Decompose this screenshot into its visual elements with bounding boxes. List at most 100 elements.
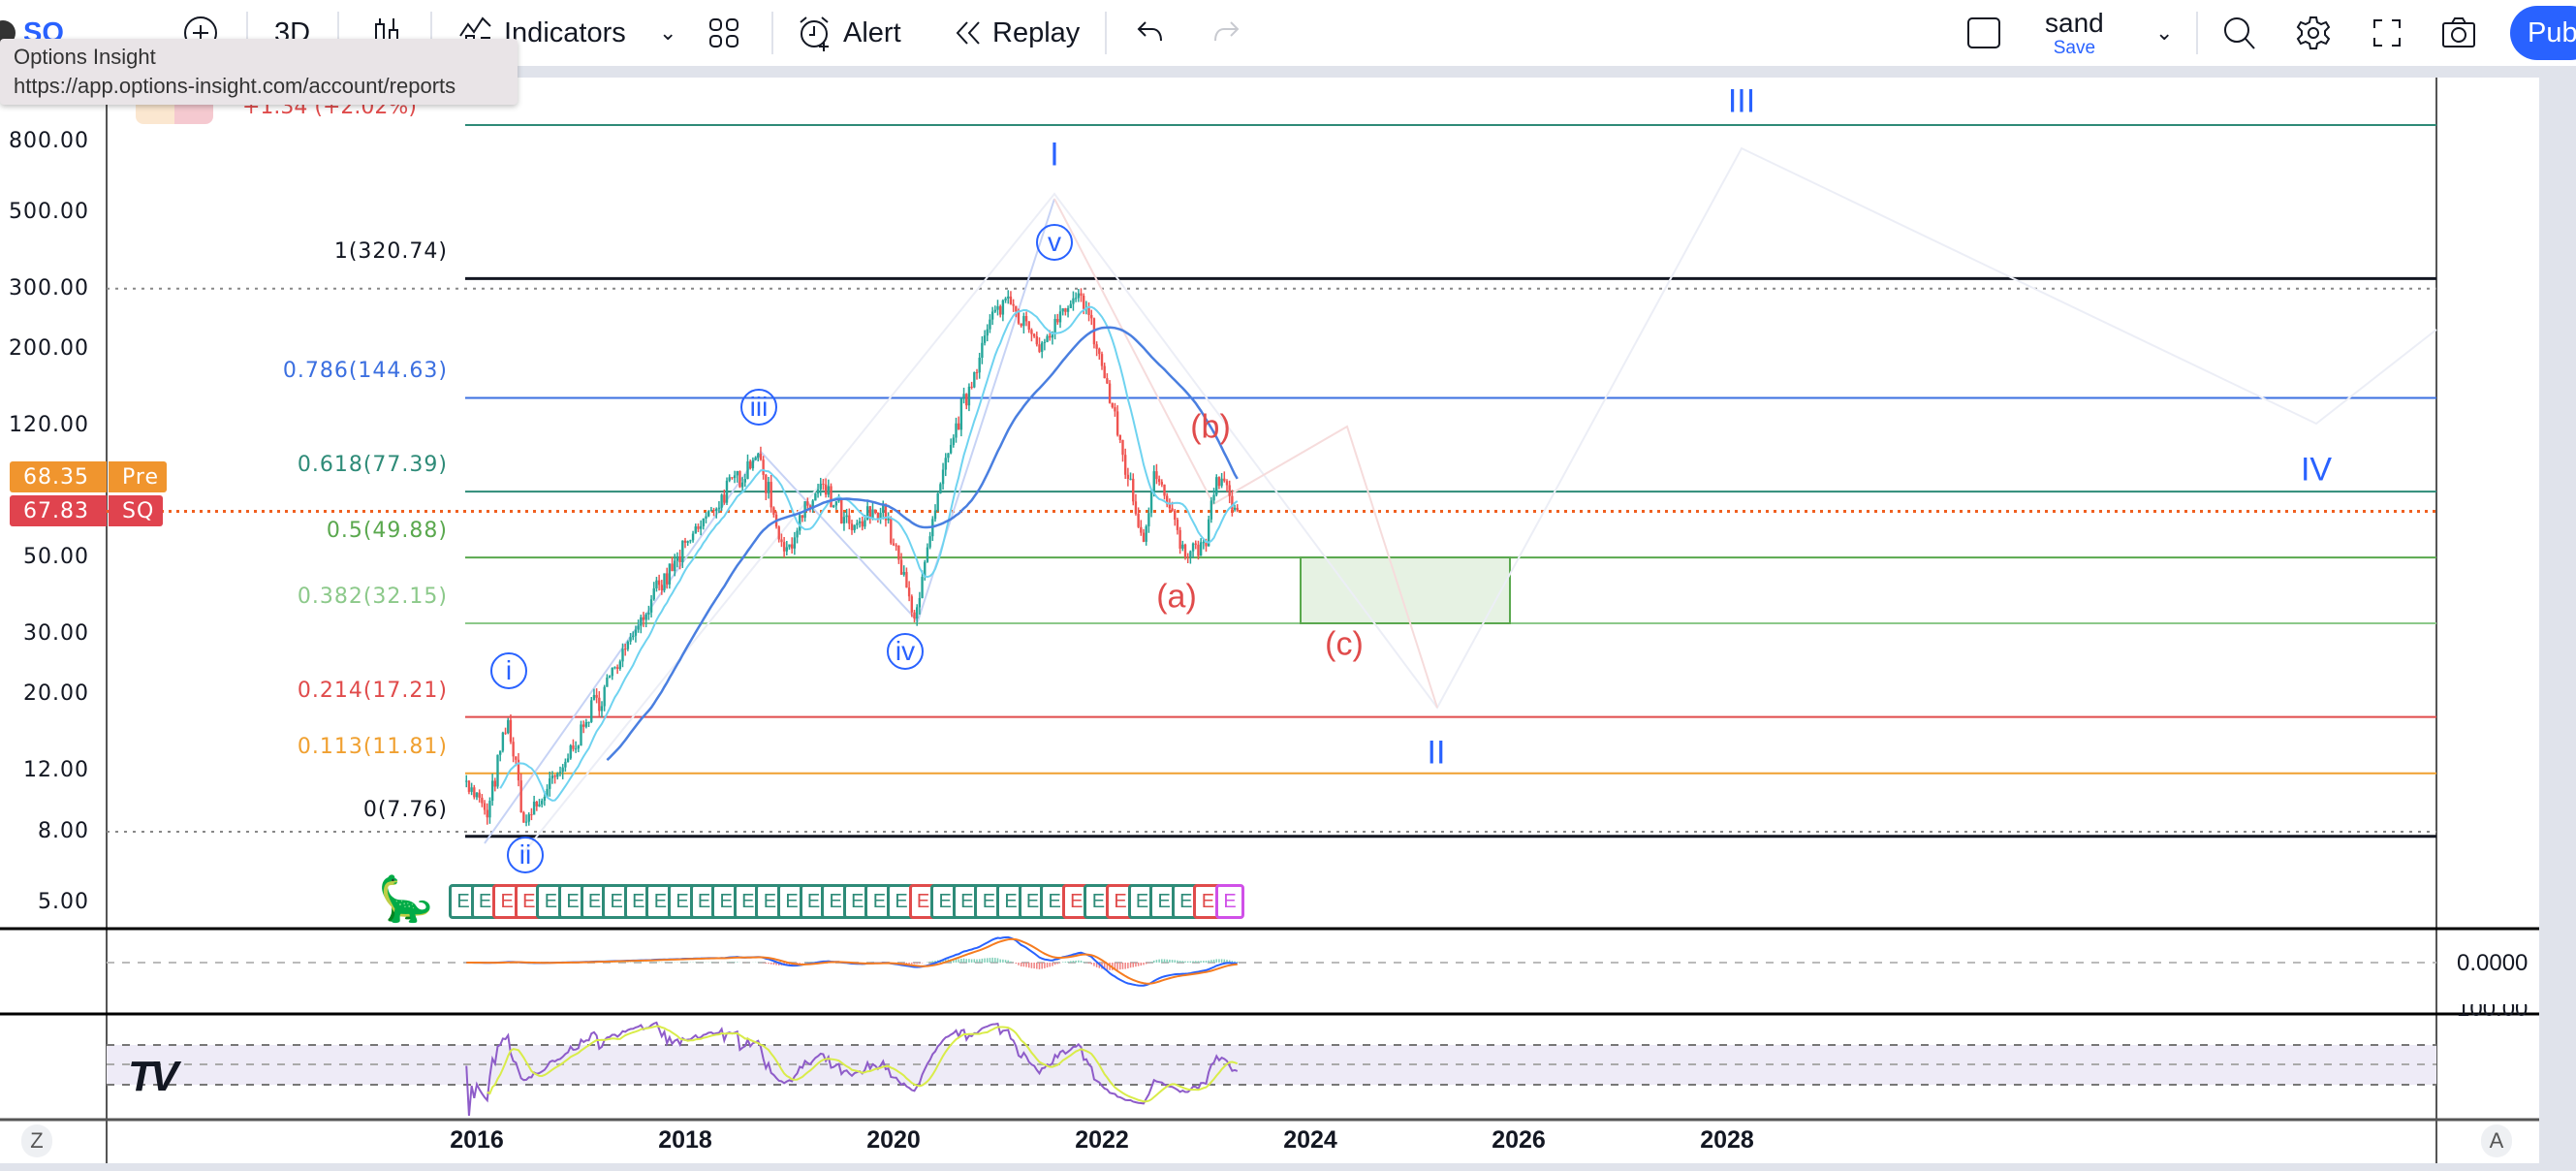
candle-body	[683, 540, 687, 543]
tooltip-url: https://app.options-insight.com/account/…	[14, 74, 456, 98]
alert-button[interactable]: Alert	[797, 0, 901, 66]
minor-wave-label[interactable]: ii	[507, 837, 544, 873]
corrective-wave-label[interactable]: (a)	[1156, 578, 1197, 616]
candle-body	[569, 745, 572, 759]
candle-body	[1072, 298, 1075, 304]
candle-body	[598, 697, 601, 712]
fib-level-label: 0.5(49.88)	[326, 519, 448, 544]
settings-button[interactable]	[2295, 0, 2332, 66]
candle-body	[1163, 484, 1166, 496]
log-scale-toggle[interactable]: Z	[21, 1124, 52, 1157]
candle-body	[1035, 335, 1039, 345]
candle-body	[1118, 434, 1122, 441]
candle-body	[973, 371, 976, 388]
fullscreen-button[interactable]	[2369, 0, 2405, 66]
candle-body	[647, 612, 650, 615]
fullscreen-icon	[2373, 19, 2401, 47]
candle-body	[845, 515, 848, 518]
candle-body	[731, 477, 734, 479]
minor-wave-label[interactable]: v	[1036, 224, 1073, 261]
gear-icon	[2296, 16, 2331, 49]
candle-body	[905, 572, 908, 588]
fib-level-label: 0.786(144.63)	[282, 359, 448, 384]
candle-body	[473, 787, 476, 798]
camera-icon	[2442, 17, 2475, 47]
candle-body	[686, 541, 689, 543]
earnings-marker-upcoming[interactable]: E	[1215, 884, 1244, 919]
chart-canvas[interactable]	[0, 78, 2539, 1163]
candle-body	[1157, 479, 1161, 483]
price-axis-label: 50.00	[23, 544, 89, 569]
candle-body	[532, 801, 536, 815]
candle-body	[1058, 311, 1062, 323]
candle-body	[1040, 342, 1044, 352]
layout-dropdown[interactable]: ⌄	[2155, 0, 2173, 66]
candle-body	[470, 787, 473, 792]
candle-body	[1053, 319, 1056, 334]
candle-body	[1020, 323, 1022, 327]
candle-body	[1217, 477, 1221, 487]
candle-body	[556, 773, 559, 777]
candle-body	[634, 629, 638, 636]
auto-scale-toggle[interactable]: A	[2481, 1124, 2512, 1157]
candle-body	[989, 319, 991, 330]
minor-wave-label[interactable]: iii	[740, 389, 777, 426]
corrective-wave-label[interactable]: (c)	[1325, 625, 1364, 663]
price-axis-label: 300.00	[9, 275, 89, 301]
candle-body	[626, 641, 630, 649]
watchlist-toggle[interactable]	[1965, 0, 2002, 66]
candle-body	[993, 309, 997, 312]
candle-body	[615, 667, 619, 669]
candle-body	[720, 494, 723, 508]
candle-body	[767, 482, 770, 493]
candle-body	[759, 454, 763, 460]
major-wave-label[interactable]: I	[1050, 136, 1059, 174]
price-axis-label: 200.00	[9, 336, 89, 362]
corrective-wave-label[interactable]: (b)	[1190, 408, 1231, 446]
candle-body	[1082, 296, 1085, 309]
candle-body	[861, 521, 864, 527]
indicators-dropdown[interactable]: ⌄	[659, 0, 676, 66]
grid-layout-icon	[709, 18, 738, 47]
candle-body	[882, 503, 885, 514]
candle-body	[910, 596, 914, 613]
candle-body	[592, 694, 596, 701]
candle-body	[1106, 378, 1109, 384]
alarm-clock-icon	[800, 16, 829, 51]
candle-body	[788, 544, 791, 548]
candle-body	[936, 492, 939, 511]
candle-body	[918, 597, 922, 608]
candle-body	[504, 732, 507, 734]
earnings-marker-beat[interactable]: E	[799, 884, 829, 919]
replay-label: Replay	[992, 16, 1081, 48]
candle-body	[850, 523, 854, 530]
minor-wave-label[interactable]: i	[490, 652, 527, 689]
layout-save-button[interactable]: sand Save	[2045, 0, 2104, 66]
layout-button[interactable]	[706, 0, 742, 66]
candle-body	[1032, 333, 1036, 336]
publish-button[interactable]: Pub	[2510, 6, 2576, 60]
candle-body	[1024, 316, 1028, 322]
undo-button[interactable]	[1134, 0, 1171, 66]
price-axis-label: 20.00	[23, 681, 89, 707]
candle-body	[1228, 485, 1231, 496]
major-wave-label[interactable]: III	[1727, 82, 1756, 120]
candle-body	[1108, 383, 1112, 403]
candle-body	[834, 501, 838, 506]
redo-button[interactable]	[1206, 0, 1242, 66]
snapshot-button[interactable]	[2440, 0, 2477, 66]
candle-body	[606, 677, 609, 687]
candle-body	[674, 560, 676, 572]
replay-button[interactable]: Replay	[950, 0, 1080, 66]
rsi-ma-line	[487, 1025, 1239, 1103]
candle-body	[519, 780, 522, 812]
major-wave-label[interactable]: II	[1427, 734, 1446, 772]
major-wave-label[interactable]: IV	[2300, 451, 2333, 489]
macd-signal-line	[466, 937, 1238, 985]
candle-body	[1142, 532, 1146, 542]
minor-wave-label[interactable]: iv	[887, 633, 924, 670]
candle-body	[1205, 542, 1208, 547]
candle-body	[808, 505, 812, 509]
candle-body	[1077, 293, 1081, 299]
search-button[interactable]	[2221, 0, 2258, 66]
